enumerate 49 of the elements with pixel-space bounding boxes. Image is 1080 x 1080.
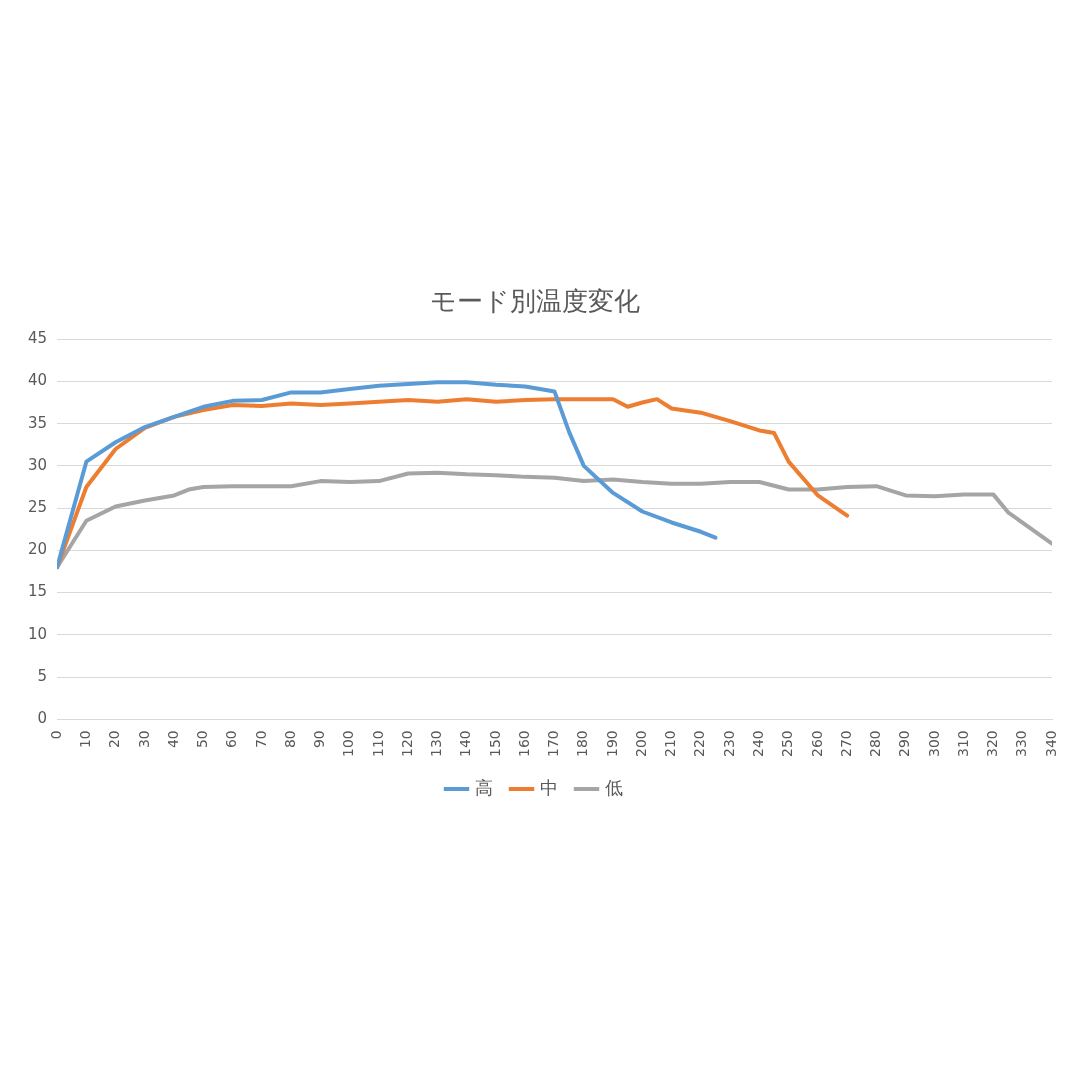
- x-tick-label: 190: [603, 730, 620, 758]
- x-tick-label: 200: [632, 730, 649, 758]
- x-tick-label: 100: [340, 730, 357, 758]
- x-tick-label: 180: [574, 730, 591, 758]
- x-tick-label: 310: [954, 730, 971, 758]
- x-tick-label: 0: [47, 730, 64, 740]
- x-tick-label: 50: [194, 730, 211, 749]
- x-tick-label: 280: [867, 730, 884, 758]
- y-tick-label: 10: [27, 624, 48, 643]
- x-tick-label: 260: [808, 730, 825, 758]
- x-tick-label: 270: [837, 730, 854, 758]
- x-tick-label: 230: [720, 730, 737, 758]
- x-tick-label: 30: [135, 730, 152, 749]
- legend-label: 高: [474, 776, 493, 798]
- x-tick-label: 330: [1013, 730, 1030, 758]
- x-tick-label: 290: [896, 730, 913, 758]
- y-tick-label: 40: [27, 371, 48, 390]
- x-tick-label: 40: [164, 730, 181, 749]
- x-tick-label: 300: [925, 730, 942, 758]
- x-tick-label: 10: [76, 730, 93, 749]
- y-tick-label: 15: [27, 582, 48, 601]
- x-tick-label: 90: [311, 730, 328, 749]
- x-tick-label: 60: [223, 730, 240, 749]
- y-tick-label: 30: [27, 455, 48, 474]
- x-tick-label: 240: [750, 730, 767, 758]
- y-tick-label: 5: [37, 666, 48, 685]
- chart-title: モード別温度変化: [430, 286, 640, 317]
- x-tick-label: 250: [779, 730, 796, 758]
- x-tick-label: 160: [515, 730, 532, 758]
- x-tick-label: 120: [398, 730, 415, 758]
- x-tick-label: 130: [428, 730, 445, 758]
- legend-label: 低: [604, 776, 623, 798]
- y-tick-label: 20: [27, 540, 48, 559]
- x-tick-label: 150: [486, 730, 503, 758]
- x-tick-label: 220: [691, 730, 708, 758]
- x-tick-label: 80: [281, 730, 298, 749]
- x-tick-label: 340: [1042, 730, 1059, 758]
- x-tick-label: 140: [457, 730, 474, 758]
- x-tick-label: 70: [252, 730, 269, 749]
- y-tick-label: 25: [27, 498, 48, 517]
- x-tick-label: 110: [369, 730, 386, 758]
- x-tick-label: 210: [662, 730, 679, 758]
- y-tick-label: 35: [27, 413, 48, 432]
- x-tick-label: 170: [545, 730, 562, 758]
- x-tick-label: 320: [984, 730, 1001, 758]
- legend-label: 中: [539, 776, 558, 798]
- y-tick-label: 45: [27, 329, 48, 348]
- x-tick-label: 20: [106, 730, 123, 749]
- y-tick-label: 0: [37, 709, 48, 728]
